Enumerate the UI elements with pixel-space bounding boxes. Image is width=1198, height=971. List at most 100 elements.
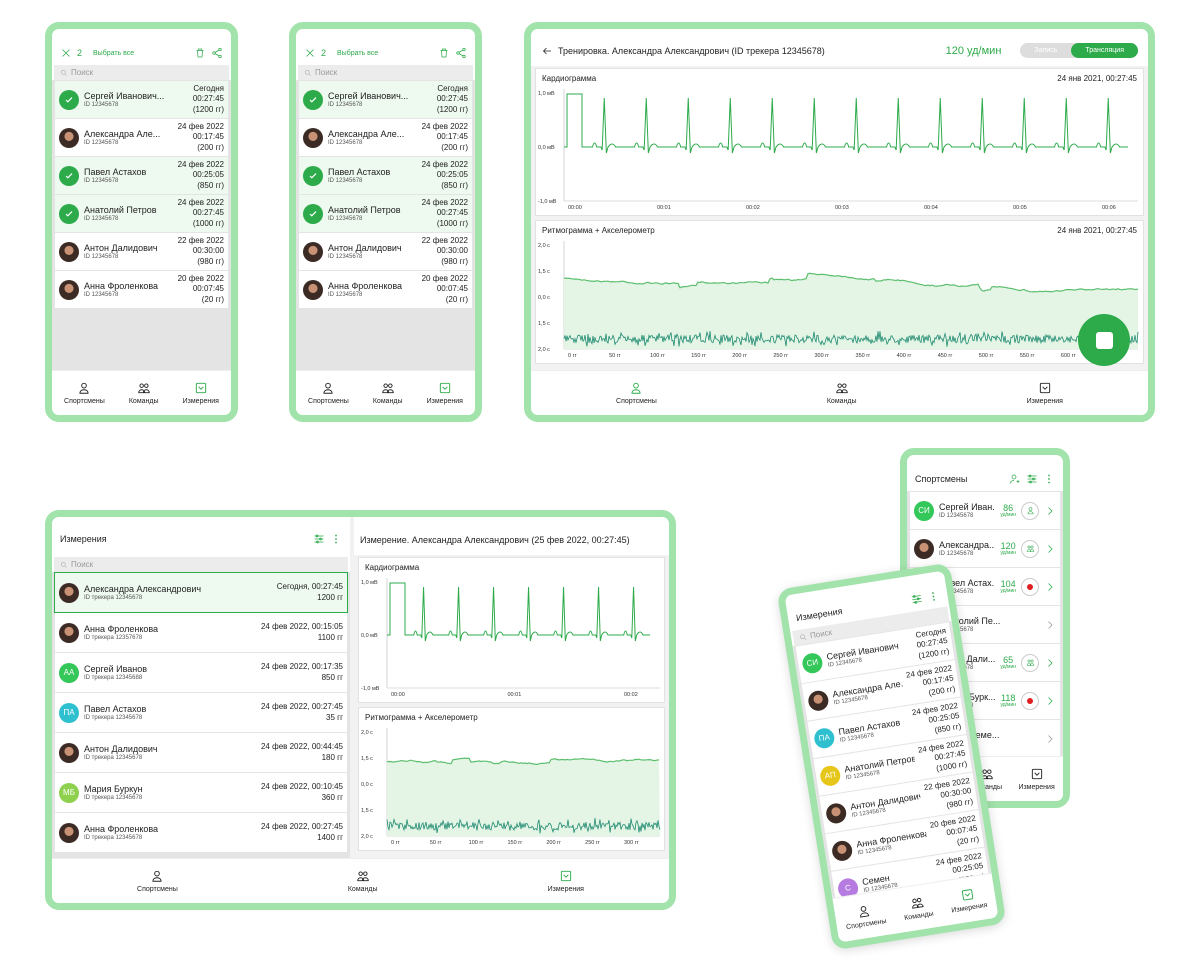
item-meta: 24 фев 2022 00:17:45 (200 гг) [422,122,468,153]
nav-tab[interactable]: Измерения [183,381,219,405]
check [309,172,317,179]
x-tick-label: 0 гг [391,840,400,846]
nav-icon [981,769,993,780]
toggle-option[interactable]: Трансляция [1071,43,1138,58]
y-tick-label: -1,0 мВ [361,686,380,692]
list-item[interactable]: Антон Далидович ID 12345678 22 фев 2022 00:… [55,233,228,270]
item-text: Сергей Иванович... ID 12345678 [84,91,188,108]
item-name: Анна Фроленкова [84,281,159,291]
nav-tab[interactable]: Спортсмены [137,869,178,893]
nav-tab[interactable]: Измерения [1018,767,1055,791]
nav-tab[interactable]: Команды [972,767,1002,791]
list-item[interactable]: Павел Астахов ID 12345678 24 фев 2022 00:25… [55,157,228,194]
item-text: Павел Астахов ID 12345678 [838,716,910,744]
item-weight: (850 гг) [441,180,468,190]
nav-label: Измерения [426,398,463,405]
nav-tab[interactable]: Измерения [948,885,988,914]
list-item[interactable]: Александра Але... ID 12345678 24 фев 2022 0… [55,119,228,156]
search-box: Поиск [298,65,473,80]
list-item[interactable]: Анатолий Петров ID 12345678 24 фев 2022 00:… [299,195,472,232]
stop-button[interactable] [1078,314,1130,366]
top-bar: 2 Выбрать все [52,29,231,65]
item-weight: 850 гг [321,672,343,682]
nav-tab[interactable]: Измерения [1027,381,1063,405]
bpm: 118 уд/мин [1000,692,1016,708]
avatar-initials: С [844,883,852,893]
item-text: Сергей Иванович... ID 12345678 [328,91,432,108]
item-weight: (1200 гг) [192,104,224,114]
item-meta: 24 фев 2022 00:27:45 (1000 гг) [917,738,968,776]
list-item[interactable]: Александра Александрович ID трекера 12345… [54,572,348,613]
item-name: Павел Астахов [84,704,147,714]
nav-tab[interactable]: Измерения [427,381,463,405]
nav-tab[interactable]: Спортсмены [308,381,349,405]
record-dot [1027,697,1033,704]
list-item[interactable]: АА Сергей Иванов ID трекера 12345688 24 фев… [55,653,347,692]
item-name: Анатолий Петров [84,205,157,215]
nav-tab[interactable]: Команды [373,381,403,405]
card-header: Ритмограмма + Акселерометр 24 янв 2021, 0… [536,221,1143,235]
nav-tab[interactable]: Спортсмены [616,381,657,405]
status [1021,577,1039,596]
item-name: Анна Фроленкова [84,624,159,634]
nav-icon [79,382,89,394]
bpm-value: 65 [1003,654,1014,665]
item-weight: 180 гг [321,752,343,762]
chart-card: Ритмограмма + Акселерометр 2,0 с 1,5 с 0,0 … [358,707,665,851]
list-item[interactable]: Антон Далидович ID трекера 12345678 24 фев… [55,733,347,772]
list-item[interactable]: ПА Павел Астахов ID трекера 12345678 24 фев… [55,693,347,732]
bpm-value: 118 [1001,692,1016,703]
item-meta: 24 фев 2022, 00:27:45 1400 гг [261,822,343,843]
toggle-option[interactable]: Запись [1034,47,1058,54]
item-text: Павел Астах... ID 12345678 [939,578,995,595]
item-date: 24 фев 2022, 00:27:45 [260,822,343,832]
x-tick-label: 0 гг [568,353,577,359]
list-item[interactable]: Сергей Иванович... ID 12345678 Сегодня 00:2… [299,81,472,118]
list-item[interactable]: МБ Мария Буркун ID трекера 12345678 24 фев … [55,773,347,812]
x-tick-label: 50 гг [430,840,442,846]
nav-icon [323,382,333,394]
list-item[interactable]: Павел Астахов ID 12345678 24 фев 2022 00:25… [299,157,472,194]
nav-tab[interactable]: Команды [129,381,159,405]
x-tick-label: 00:01 [657,205,671,211]
list-item[interactable]: Анна Фроленкова ID 12345678 20 фев 2022 00:… [55,271,228,308]
list-item[interactable]: Александра... ID 12345678 120 уд/мин [910,530,1060,567]
list-item[interactable]: Антон Далидович ID 12345678 22 фев 2022 00:… [299,233,472,270]
item-id: ID 12345678 [328,102,363,108]
avatar-initials: ПА [63,708,75,717]
item-date: 24 фев 2022 [177,121,224,131]
item-meta: 20 фев 2022 00:07:45 (20 гг) [422,274,468,305]
y-tick-label: -1,0 мВ [538,199,557,205]
list-item[interactable]: СИ Сергей Иван... ID 12345678 86 уд/мин [910,492,1060,529]
nav-tab[interactable]: Измерения [548,869,584,893]
nav-tab[interactable]: Команды [827,381,857,405]
item-meta: Сегодня 00:27:45 (1200 гг) [437,84,468,115]
search-placeholder: Поиск [71,68,94,77]
status [1021,691,1039,710]
nav-label: Команды [347,886,378,893]
nav-tab[interactable]: Спортсмены [64,381,105,405]
bpm-unit: уд/мин [1000,511,1016,518]
close-icon [62,49,70,57]
item-meta: Сегодня, 00:27:45 1200 гг [277,582,343,603]
list-item[interactable]: Анна Фроленкова ID трекера 12345678 24 фев… [55,813,347,852]
nav-tab[interactable]: Команды [901,894,934,922]
list-item[interactable]: Александра Але... ID 12345678 24 фев 2022 0… [299,119,472,156]
item-id: ID 12345678 [84,178,119,184]
nav-label: Спортсмены [137,886,178,893]
search-placeholder: Поиск [315,68,338,77]
list-item[interactable]: Анатолий Петров ID 12345678 24 фев 2022 00:… [55,195,228,232]
list-item[interactable]: Сергей Иванович... ID 12345678 Сегодня 00:2… [55,81,228,118]
nav-icon [356,871,369,882]
nav-tab[interactable]: Спортсмены [843,901,887,931]
record-dot [1027,583,1033,590]
menu-icon [335,534,337,544]
list-item[interactable]: Анна Фроленкова ID трекера 12357678 24 фев… [55,613,347,652]
bpm-unit: уд/мин [1000,587,1016,594]
phone-screen: 2 Выбрать все Поиск Сергей Иванович... ID 12… [45,22,238,422]
list-item[interactable]: Анна Фроленкова ID 12345678 20 фев 2022 00:… [299,271,472,308]
x-tick-label: 50 гг [609,353,621,359]
nav-tab[interactable]: Команды [348,869,378,893]
chevron-icon [1048,506,1053,515]
